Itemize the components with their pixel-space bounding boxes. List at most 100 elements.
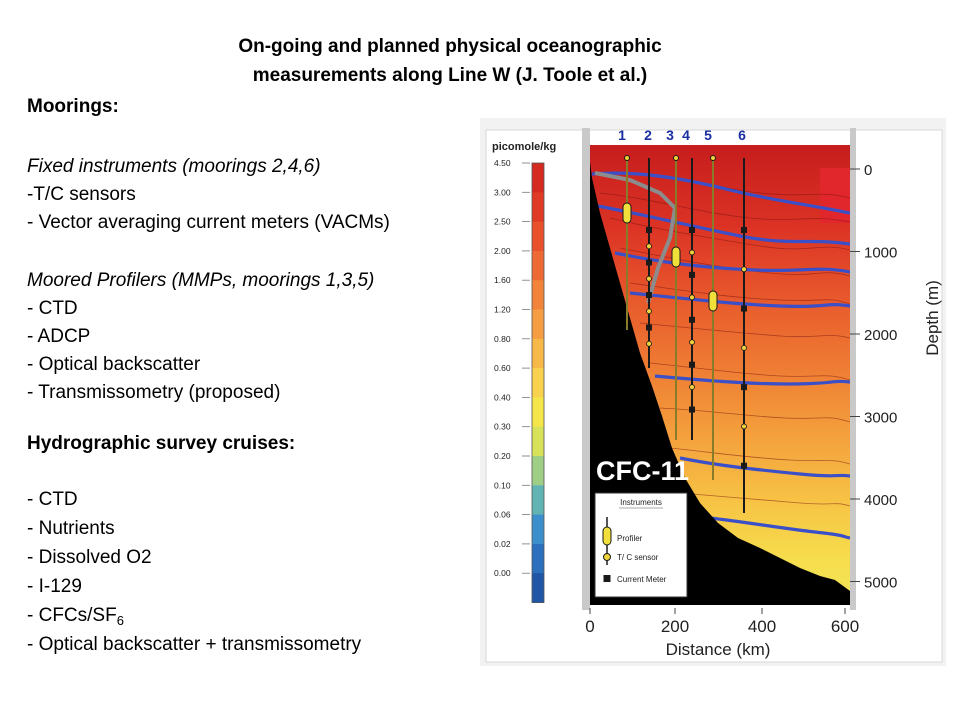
current-meter-marker <box>689 227 695 233</box>
mooring-number-label: 4 <box>682 127 690 143</box>
unit-label: picomole/kg <box>492 141 556 153</box>
title-line-1: On-going and planned physical oceanograp… <box>238 36 662 57</box>
hydro-item-cfcs: - CFCs/SF6 <box>27 605 124 628</box>
colorbar-tick-label: 0.60 <box>494 363 511 373</box>
current-meter-marker <box>741 462 747 469</box>
colorbar-tick-label: 0.20 <box>494 451 511 461</box>
colorbar-segment <box>532 221 544 252</box>
mooring-number-label: 2 <box>644 127 652 143</box>
legend-current-meter: Current Meter <box>617 575 667 584</box>
hydro-item: - Dissolved O2 <box>27 547 152 568</box>
colorbar-segment <box>532 485 544 516</box>
profiler-item: - CTD <box>27 298 78 319</box>
colorbar-ticks: 4.50 3.00 2.50 2.00 1.60 1.20 0.80 0.60 0.40 0.30… <box>494 158 530 578</box>
profiler-marker <box>622 202 632 224</box>
moorings-heading: Moorings: <box>27 96 119 117</box>
colorbar-tick-label: 4.50 <box>494 158 511 168</box>
distance-tick-label: 200 <box>661 617 689 636</box>
current-meter-marker <box>741 305 747 312</box>
profiler-marker <box>708 290 718 312</box>
current-meter-marker <box>689 361 695 368</box>
colorbar-segment <box>532 338 544 369</box>
current-meter-symbol-icon <box>603 575 611 582</box>
depth-tick-label: 1000 <box>864 245 897 262</box>
mooring-number-label: 1 <box>618 127 626 143</box>
tc-sensor-marker <box>646 308 652 315</box>
current-meter-marker <box>689 316 695 323</box>
colorbar-tick-label: 3.00 <box>494 187 511 197</box>
colorbar-segment <box>532 543 544 574</box>
colorbar-segment <box>532 250 544 281</box>
moored-profilers-title: Moored Profilers (MMPs, moorings 1,3,5) <box>27 270 375 291</box>
mooring-number-label: 3 <box>666 127 674 143</box>
colorbar-tick-label: 0.10 <box>494 480 511 490</box>
colorbar-segment <box>532 368 544 398</box>
surface-max-patch <box>820 168 850 223</box>
colorbar-segment <box>532 192 544 223</box>
current-meter-marker <box>689 406 695 413</box>
cfcs-text: - CFCs/SF <box>27 605 117 626</box>
depth-tick-label: 0 <box>864 162 872 179</box>
colorbar-segment <box>532 309 544 340</box>
mooring-top-float <box>673 155 679 161</box>
fixed-instruments-title: Fixed instruments (moorings 2,4,6) <box>27 156 321 177</box>
slide-title: On-going and planned physical oceanograp… <box>150 32 750 90</box>
colorbar-tick-label: 2.00 <box>494 246 511 256</box>
current-meter-marker <box>741 384 747 391</box>
current-meter-marker <box>741 227 747 233</box>
colorbar <box>531 162 545 603</box>
current-meter-marker <box>646 259 652 266</box>
mooring-number-label: 6 <box>738 127 746 143</box>
profiler-marker <box>671 246 681 268</box>
legend-profiler: Profiler <box>617 534 643 543</box>
colorbar-segment <box>532 163 544 193</box>
tc-sensor-marker <box>689 384 695 391</box>
current-meter-marker <box>646 324 652 331</box>
depth-axis: 0 1000 2000 3000 4000 5000 <box>850 162 897 592</box>
colorbar-tick-label: 1.20 <box>494 305 511 315</box>
mooring-number-label: 5 <box>704 127 712 143</box>
hydro-item: - Nutrients <box>27 518 115 539</box>
colorbar-tick-label: 0.80 <box>494 334 511 344</box>
colorbar-segment <box>532 514 544 545</box>
tc-sensor-symbol-icon <box>603 553 611 561</box>
current-meter-marker <box>689 271 695 278</box>
tc-sensor-marker <box>741 344 747 351</box>
colorbar-tick-label: 0.06 <box>494 510 511 520</box>
fixed-item: -T/C sensors <box>27 184 136 205</box>
colorbar-segment <box>532 456 544 486</box>
colorbar-segment <box>532 426 544 457</box>
mooring-top-float <box>710 155 716 161</box>
distance-tick-label: 0 <box>585 617 594 636</box>
depth-axis-label: Depth (m) <box>923 280 942 356</box>
colorbar-tick-label: 0.40 <box>494 392 511 402</box>
sf6-subscript: 6 <box>116 613 124 628</box>
cfc11-section-figure: picomole/kg 4.50 3.00 2.50 2.00 1.60 1.20 0.80… <box>480 118 946 666</box>
tc-sensor-marker <box>741 266 747 273</box>
tc-sensor-marker <box>689 249 695 256</box>
mooring-lines <box>622 155 747 513</box>
current-meter-marker <box>646 227 652 233</box>
tc-sensor-marker <box>741 423 747 430</box>
mooring-top-float <box>624 155 630 161</box>
profiler-item: - Transmissometry (proposed) <box>27 382 281 403</box>
distance-axis: 0 200 400 600 <box>585 608 859 636</box>
distance-tick-label: 600 <box>831 617 859 636</box>
title-line-2: measurements along Line W (J. Toole et a… <box>252 65 648 86</box>
hydro-item: - CTD <box>27 489 78 510</box>
colorbar-segment <box>532 280 544 310</box>
tc-sensor-marker <box>689 339 695 346</box>
colorbar-tick-label: 0.30 <box>494 422 511 432</box>
tc-sensor-marker <box>689 294 695 301</box>
depth-tick-label: 2000 <box>864 327 897 344</box>
isopycnal-lines <box>591 171 850 540</box>
legend: Instruments Profiler T/ C sensor Current… <box>594 492 688 598</box>
hydro-item: - Optical backscatter + transmissometry <box>27 634 362 655</box>
distance-axis-label: Distance (km) <box>666 640 771 659</box>
tracer-label: CFC-11 <box>596 456 689 486</box>
seafloor-bathymetry <box>588 145 850 605</box>
colorbar-tick-label: 0.02 <box>494 539 511 549</box>
plot-frame-left <box>582 128 590 610</box>
profiler-item: - Optical backscatter <box>27 354 201 375</box>
